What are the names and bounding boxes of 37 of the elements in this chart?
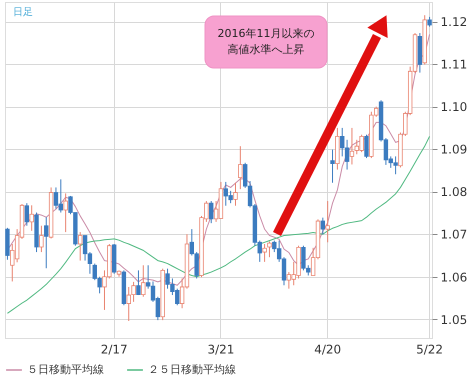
annotation: 高値水準へ上昇 (228, 43, 304, 56)
annotation: 日足 (13, 7, 33, 18)
candlestick (233, 182, 238, 206)
candlestick (427, 16, 432, 28)
y-tick-label: 1.06 (440, 270, 468, 284)
annotation: 2016年11月以来の (218, 27, 314, 40)
candlestick (44, 216, 48, 269)
y-tick-label: 1.07 (440, 228, 468, 242)
y-tick-label: 1.11 (440, 58, 468, 72)
candlestick (141, 264, 146, 298)
line-series (6, 136, 430, 314)
y-tick-label: 1.12 (440, 15, 468, 30)
y-tick-label: 1.05 (440, 312, 468, 327)
x-tick-label: 3/21 (207, 342, 234, 356)
candlestick (63, 192, 68, 233)
candlestick (320, 217, 326, 235)
y-tick-label: 1.10 (440, 100, 468, 114)
y-tick-label: 1.09 (440, 142, 468, 157)
candlestick (39, 225, 44, 253)
candlestick (262, 244, 267, 262)
x-tick-label: 5/22 (416, 342, 444, 356)
candlestick (29, 204, 34, 232)
x-tick-label: 4/20 (314, 342, 342, 356)
candlestick (24, 202, 30, 226)
candlestick (330, 149, 335, 184)
candlestick (78, 232, 82, 262)
legend-label: ５日移動平均線 (27, 363, 104, 376)
candlestick (350, 127, 354, 165)
y-tick-label: 1.08 (440, 185, 468, 200)
candlestick (209, 200, 214, 224)
legend-label: ２５日移動平均線 (148, 363, 236, 376)
x-tick-label: 2/17 (100, 342, 128, 356)
candlestick (267, 240, 272, 258)
candlestick (136, 270, 141, 296)
candlestick (325, 200, 330, 243)
candlestick (238, 146, 243, 190)
candlestick (364, 134, 369, 159)
